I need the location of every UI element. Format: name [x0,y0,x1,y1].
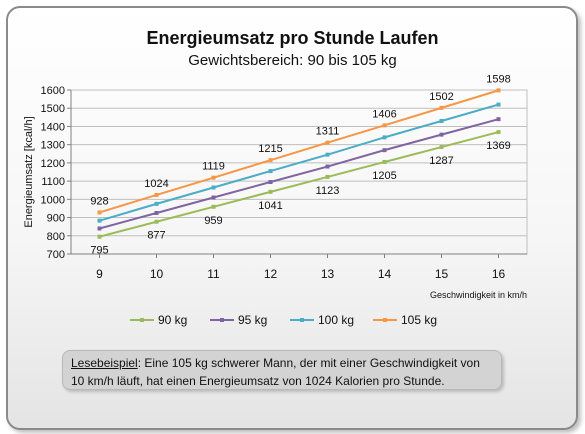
data-point [268,189,273,194]
data-point [496,130,501,135]
x-tick-label: 10 [150,267,164,281]
data-label: 1123 [316,185,340,197]
data-label: 1119 [202,161,225,173]
data-point [211,195,216,200]
legend-marker [383,318,387,322]
data-point [439,132,444,137]
data-point [382,123,387,128]
data-point [496,102,501,107]
data-label: 928 [90,195,108,207]
data-point [325,140,330,145]
x-tick-label: 16 [492,267,506,281]
y-tick-label: 800 [47,231,65,243]
data-point [325,174,330,179]
data-label: 1024 [144,178,168,190]
data-point [439,145,444,150]
data-label: 1287 [429,155,453,167]
y-tick-label: 1600 [41,85,65,97]
data-point [154,201,159,206]
data-point [97,218,102,223]
data-point [211,204,216,209]
data-point [382,148,387,153]
y-tick-label: 700 [47,249,65,261]
x-axis-title: Geschwindigkeit in km/h [430,290,527,300]
data-point [325,152,330,157]
data-label: 1041 [258,200,282,212]
data-label: 1598 [486,73,510,85]
y-axis-title: Energieumsatz [kcal/h] [23,116,35,227]
chart-title: Energieumsatz pro Stunde Laufen [146,28,439,48]
y-tick-label: 1100 [41,176,65,188]
y-tick-label: 1200 [41,158,65,170]
y-tick-label: 1300 [41,140,65,152]
legend-label: 100 kg [318,313,354,327]
data-label: 1369 [486,140,510,152]
legend-marker [220,318,224,322]
chart-subtitle: Gewichtsbereich: 90 bis 105 kg [188,52,397,69]
data-point [154,211,159,215]
data-point [97,234,102,239]
series-line [99,103,499,222]
data-point [97,210,102,215]
series-line [99,89,499,214]
y-tick-label: 1400 [41,121,65,133]
data-point [496,88,501,93]
legend-label: 90 kg [158,313,187,327]
y-tick-label: 900 [47,213,65,225]
data-point [325,164,330,169]
note-text: : Eine 105 kg schwerer Mann, der mit ein… [71,356,480,388]
data-point [496,117,501,122]
data-point [211,185,216,190]
data-point [97,226,102,231]
x-tick-label: 15 [435,267,449,281]
series-line [99,131,499,238]
data-point [439,118,444,123]
data-point [439,105,444,110]
data-label: 1215 [258,143,282,155]
data-point [154,192,159,197]
note-label: Lesebeispiel [71,356,138,370]
y-tick-label: 1000 [41,194,65,206]
data-point [268,180,273,185]
legend-marker [140,318,144,322]
data-point [382,159,387,164]
legend-label: 105 kg [401,313,437,327]
data-label: 1205 [372,170,396,182]
data-label: 1311 [316,126,340,138]
x-tick-label: 11 [207,267,220,281]
data-point [268,169,273,174]
data-point [211,175,216,180]
x-tick-label: 14 [378,267,392,281]
legend-label: 95 kg [238,313,267,327]
data-point [154,219,159,224]
x-tick-label: 13 [321,267,335,281]
x-tick-label: 9 [96,267,103,281]
plot-area [70,89,528,255]
legend-marker [300,318,304,322]
y-tick-label: 1500 [41,103,65,115]
data-point [382,135,387,140]
reading-example-note: Lesebeispiel: Eine 105 kg schwerer Mann,… [62,350,502,390]
data-label: 795 [90,245,108,257]
series-line [99,118,499,230]
data-label: 877 [147,230,165,242]
data-label: 1406 [372,108,396,120]
x-tick-label: 12 [264,267,278,281]
data-point [268,158,273,163]
data-label: 959 [204,215,222,227]
data-label: 1502 [429,91,453,103]
